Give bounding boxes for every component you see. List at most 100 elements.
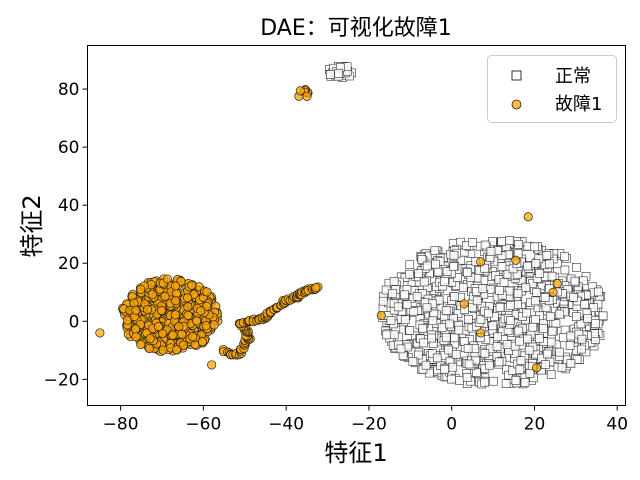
normal-point xyxy=(535,268,544,278)
normal-point xyxy=(560,265,570,275)
normal-point xyxy=(454,325,464,335)
fault1-point xyxy=(202,301,212,311)
normal-point xyxy=(400,290,409,300)
normal-point xyxy=(514,240,524,249)
normal-point xyxy=(381,330,391,340)
normal-point xyxy=(468,302,477,312)
normal-point xyxy=(444,345,454,355)
normal-point xyxy=(569,292,579,302)
normal-point xyxy=(412,291,422,301)
fault1-point xyxy=(459,299,469,309)
normal-point xyxy=(483,308,493,318)
normal-point xyxy=(523,334,532,344)
fault1-point xyxy=(201,321,211,331)
normal-point xyxy=(417,255,427,264)
normal-point xyxy=(450,333,459,343)
normal-point xyxy=(572,262,581,272)
normal-point xyxy=(427,333,436,343)
normal-point xyxy=(422,303,432,313)
normal-point xyxy=(555,347,564,357)
fault1-point xyxy=(158,345,168,355)
normal-point xyxy=(386,315,396,325)
normal-point xyxy=(571,312,581,322)
x-tick-label: 40 xyxy=(606,415,628,435)
fault1-point xyxy=(131,305,141,315)
fault1-point xyxy=(136,340,146,350)
normal-point xyxy=(501,379,511,389)
legend-normal-marker xyxy=(511,70,522,81)
normal-point xyxy=(531,315,540,324)
legend: 正常 故障1 xyxy=(487,55,617,123)
x-tick-label: −20 xyxy=(351,415,387,435)
normal-point xyxy=(576,319,586,329)
normal-point xyxy=(486,247,496,256)
normal-point xyxy=(485,360,494,370)
normal-point xyxy=(422,261,432,271)
normal-point xyxy=(437,323,447,332)
normal-point xyxy=(547,271,557,281)
normal-point xyxy=(400,315,410,325)
normal-point xyxy=(495,302,505,312)
fault1-point xyxy=(153,322,163,332)
normal-point xyxy=(558,333,568,343)
normal-point xyxy=(448,362,458,372)
normal-point xyxy=(530,242,539,252)
fault1-point xyxy=(170,310,180,320)
fault1-point xyxy=(170,281,180,291)
normal-point xyxy=(528,322,538,332)
fault1-point xyxy=(131,332,141,342)
normal-point xyxy=(497,262,507,271)
normal-point xyxy=(547,326,557,336)
y-tick-label: 40 xyxy=(58,196,80,216)
fault1-point xyxy=(295,86,305,96)
y-axis-ticks: −20 0 20 40 60 80 xyxy=(44,80,88,390)
normal-point xyxy=(472,296,482,306)
normal-point xyxy=(389,330,399,340)
fault1-point xyxy=(302,91,312,101)
normal-point xyxy=(388,289,397,298)
normal-point xyxy=(449,251,459,260)
normal-point xyxy=(492,342,502,351)
normal-point xyxy=(430,246,440,255)
normal-point xyxy=(593,287,603,297)
y-tick-label: 20 xyxy=(58,254,80,274)
normal-point xyxy=(480,240,490,250)
fault1-point xyxy=(136,284,146,294)
normal-point xyxy=(431,259,440,269)
normal-point xyxy=(405,260,415,270)
y-tick-label: −20 xyxy=(44,370,80,390)
normal-point xyxy=(522,308,532,318)
normal-point xyxy=(515,365,525,374)
fault1-point xyxy=(197,337,207,347)
normal-point xyxy=(445,319,454,329)
fault1-point xyxy=(476,257,486,267)
fault1-series xyxy=(95,85,562,373)
normal-point xyxy=(396,344,406,354)
normal-point xyxy=(334,69,343,78)
normal-point xyxy=(520,378,530,387)
fault1-point xyxy=(476,328,486,338)
y-tick-label: 80 xyxy=(58,80,80,100)
normal-point xyxy=(441,333,451,342)
normal-point xyxy=(447,374,456,384)
normal-point xyxy=(471,368,481,377)
normal-point xyxy=(523,261,532,271)
fault1-point xyxy=(511,255,521,265)
normal-point xyxy=(531,258,541,268)
normal-point xyxy=(545,259,555,269)
normal-point xyxy=(580,300,589,309)
normal-point xyxy=(530,296,540,306)
normal-point xyxy=(546,369,556,379)
normal-point xyxy=(493,332,503,342)
normal-point xyxy=(468,238,477,247)
normal-point xyxy=(433,267,443,277)
normal-point xyxy=(378,296,388,306)
normal-point xyxy=(463,314,473,324)
normal-point xyxy=(449,262,458,271)
normal-point xyxy=(480,377,490,387)
y-tick-label: 60 xyxy=(58,138,80,158)
normal-point xyxy=(566,359,576,368)
normal-point xyxy=(432,353,442,363)
normal-point xyxy=(542,349,552,359)
